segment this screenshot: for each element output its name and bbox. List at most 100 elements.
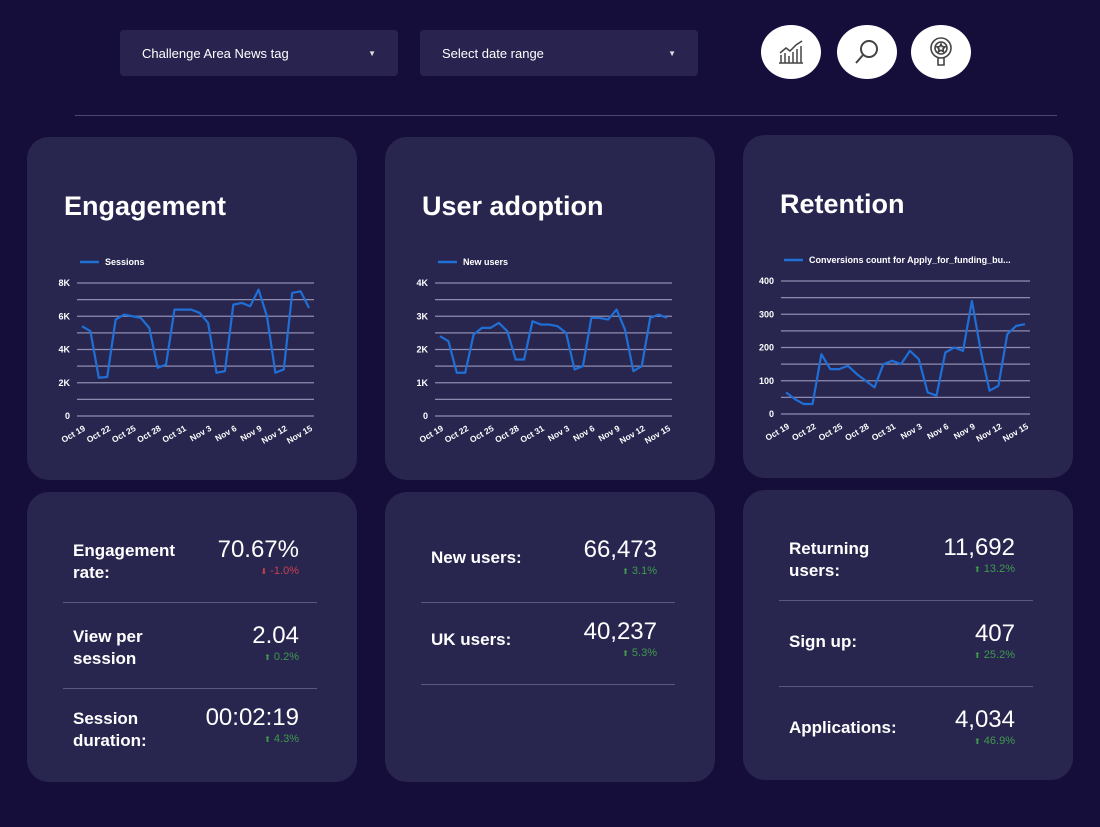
metric-row: New users: 66,473 ⬆ 3.1% (385, 532, 715, 618)
metric-change: ⬆ 13.2% (974, 563, 1015, 575)
y-tick-label: 4K (416, 278, 428, 288)
metric-label: View per session (73, 627, 143, 668)
card-title: Retention (780, 189, 905, 219)
arrow-up-icon: ⬆ (974, 651, 981, 660)
y-tick-label: 8K (58, 278, 70, 288)
y-tick-label: 4K (58, 345, 70, 355)
date-range-label: Select date range (442, 45, 544, 61)
retention-chart-card: Retention 0 100 200 300 400 Oct 19 Oct 22 Oct 25… (743, 135, 1073, 478)
metric-change: ⬆ 5.3% (622, 647, 657, 659)
x-tick-label: Oct 25 (817, 421, 845, 443)
change-value: 46.9% (983, 735, 1015, 747)
metric-change: ⬇ -1.0% (260, 565, 299, 577)
legend-label: Sessions (105, 257, 145, 267)
x-tick-label: Oct 28 (843, 421, 871, 443)
change-value: 3.1% (631, 565, 657, 577)
x-tick-label: Nov 15 (643, 423, 672, 446)
divider (421, 684, 675, 685)
metric-change: ⬆ 3.1% (622, 565, 657, 577)
caret-down-icon: ▼ (368, 48, 376, 58)
y-tick-label: 2K (58, 378, 70, 388)
divider (779, 686, 1033, 687)
series-line (439, 308, 668, 374)
x-tick-label: Nov 15 (1001, 421, 1030, 444)
metric-row: Session duration: 00:02:19 ⬆ 4.3% (27, 700, 357, 786)
legend-label: New users (463, 257, 508, 267)
y-tick-label: 200 (759, 343, 774, 353)
x-tick-label: Nov 3 (546, 423, 571, 443)
metric-row: View per session 2.04 ⬆ 0.2% (27, 618, 357, 704)
arrow-up-icon: ⬆ (264, 653, 271, 662)
x-tick-label: Oct 19 (417, 423, 445, 445)
metric-row: Applications: 4,034 ⬆ 46.9% (743, 702, 1073, 788)
y-tick-label: 6K (58, 311, 70, 321)
change-value: 25.2% (983, 649, 1015, 661)
metric-label: Session duration: (73, 709, 147, 750)
x-tick-label: Oct 19 (763, 421, 791, 443)
chart-growth-icon (779, 40, 803, 64)
change-value: 4.3% (273, 733, 299, 745)
metric-change: ⬆ 46.9% (974, 735, 1015, 747)
arrow-up-icon: ⬆ (974, 565, 981, 574)
metric-row: Returning users: 11,692 ⬆ 13.2% (743, 530, 1073, 616)
x-tick-label: Nov 9 (597, 423, 622, 443)
retention-stats-card: Returning users: 11,692 ⬆ 13.2% Sign up: … (743, 490, 1073, 780)
news-tag-dropdown[interactable]: Challenge Area News tag ▼ (120, 30, 398, 76)
metric-label: Returning users: (789, 539, 870, 580)
divider (421, 602, 675, 603)
x-tick-label: Nov 15 (285, 423, 314, 446)
x-tick-label: Nov 3 (188, 423, 213, 443)
x-tick-label: Oct 22 (790, 421, 818, 443)
divider (63, 602, 317, 603)
divider (779, 600, 1033, 601)
x-tick-label: Nov 6 (571, 423, 596, 443)
x-tick-label: Nov 3 (899, 421, 924, 441)
search-icon (855, 40, 878, 64)
y-tick-label: 0 (65, 411, 70, 421)
metric-change: ⬆ 4.3% (264, 733, 299, 745)
date-range-dropdown[interactable]: Select date range ▼ (420, 30, 698, 76)
divider (75, 115, 1057, 116)
y-tick-label: 3K (416, 311, 428, 321)
arrow-down-icon: ⬇ (260, 567, 268, 576)
series-line (81, 288, 310, 379)
chart-growth-button[interactable] (761, 25, 821, 79)
metric-value: 40,237 (583, 618, 657, 645)
metric-value: 11,692 (943, 534, 1015, 561)
metric-change: ⬆ 25.2% (974, 649, 1015, 661)
y-tick-label: 2K (416, 345, 428, 355)
x-tick-label: Nov 12 (618, 423, 647, 446)
arrow-up-icon: ⬆ (974, 737, 981, 746)
y-tick-label: 100 (759, 376, 774, 386)
award-button[interactable] (911, 25, 971, 79)
search-button[interactable] (837, 25, 897, 79)
metric-row: UK users: 40,237 ⬆ 5.3% (385, 614, 715, 700)
metric-label: Engagement rate: (73, 541, 176, 582)
x-tick-label: Nov 12 (974, 421, 1003, 444)
x-tick-label: Oct 31 (518, 423, 546, 445)
divider (63, 688, 317, 689)
x-tick-label: Oct 25 (468, 423, 496, 445)
arrow-up-icon: ⬆ (622, 649, 629, 658)
x-tick-label: Oct 28 (493, 423, 521, 445)
metric-label: Applications: (789, 718, 897, 737)
award-icon (930, 37, 952, 66)
change-value: 5.3% (631, 647, 657, 659)
y-tick-label: 300 (759, 309, 774, 319)
x-tick-label: Nov 6 (925, 421, 950, 441)
change-value: 0.2% (273, 651, 299, 663)
card-title: Engagement (64, 191, 227, 221)
series-line (785, 299, 1026, 406)
y-tick-label: 1K (416, 378, 428, 388)
x-tick-label: Oct 19 (59, 423, 87, 445)
y-tick-label: 0 (769, 409, 774, 419)
x-tick-label: Oct 28 (135, 423, 163, 445)
arrow-up-icon: ⬆ (264, 735, 271, 744)
conversions-line-chart: 0 100 200 300 400 Oct 19 Oct 22 Oct 25 Oct 28 Oct… (759, 255, 1030, 444)
engagement-stats-card: Engagement rate: 70.67% ⬇ -1.0% View per … (27, 492, 357, 782)
x-tick-label: Nov 9 (952, 421, 977, 441)
adoption-chart-card: User adoption 0 1K 2K 3K 4K Oct 19 Oct 22 Oct 25… (385, 137, 715, 480)
x-tick-label: Oct 25 (110, 423, 138, 445)
metric-row: Sign up: 407 ⬆ 25.2% (743, 616, 1073, 702)
